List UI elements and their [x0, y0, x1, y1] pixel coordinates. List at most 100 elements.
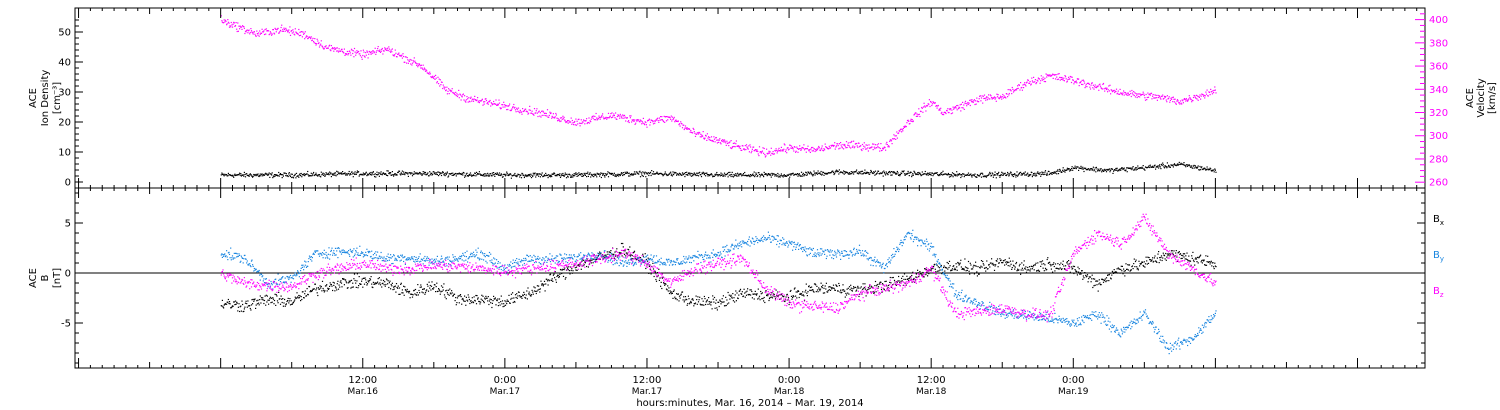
data-point-density-1331	[1008, 174, 1010, 176]
data-point-density-562	[553, 172, 555, 174]
data-point-bx-3	[222, 306, 224, 308]
data-point-velocity-1116	[881, 149, 883, 151]
data-point-bx-458	[491, 302, 493, 304]
data-point-density-1340	[1014, 173, 1016, 175]
data-point-velocity-345	[424, 70, 427, 72]
data-point-bx-1274	[975, 261, 977, 263]
data-point-density-116	[289, 174, 291, 177]
data-point-density-284	[388, 172, 390, 174]
data-point-velocity-1439	[1072, 79, 1074, 81]
data-point-density-1573	[1152, 165, 1154, 167]
data-point-velocity-593	[571, 119, 573, 122]
data-point-bx-968	[793, 288, 795, 290]
data-point-velocity-35	[241, 28, 243, 30]
data-point-velocity-1658	[1202, 94, 1204, 96]
data-point-velocity-312	[405, 56, 407, 58]
data-point-velocity-1420	[1061, 76, 1063, 79]
data-point-bx-656	[609, 251, 611, 253]
data-point-velocity-1252	[962, 101, 964, 103]
data-point-velocity-169	[320, 40, 322, 42]
data-point-bx-60	[256, 300, 258, 302]
data-point-velocity-1206	[934, 102, 936, 104]
data-point-velocity-1123	[885, 143, 887, 145]
data-point-density-1376	[1035, 173, 1037, 175]
data-point-velocity-257	[372, 50, 374, 52]
data-point-bx-1055	[845, 292, 847, 294]
data-point-bx-920	[765, 290, 767, 292]
data-point-density-1645	[1194, 165, 1196, 167]
data-point-velocity-93	[275, 31, 277, 33]
data-point-velocity-749	[664, 121, 666, 123]
data-point-bx-844	[720, 303, 722, 305]
data-point-velocity-966	[792, 148, 794, 150]
data-point-velocity-164	[317, 42, 319, 45]
data-point-density-1591	[1162, 164, 1164, 166]
data-point-bx-897	[751, 297, 753, 299]
data-point-bx-397	[455, 304, 457, 306]
data-point-density-117	[289, 175, 292, 178]
data-point-velocity-197	[337, 50, 339, 52]
data-point-density-470	[498, 172, 501, 174]
data-point-density-806	[697, 175, 700, 177]
data-point-density-1603	[1169, 166, 1171, 168]
data-point-density-1153	[903, 170, 905, 172]
data-point-velocity-1525	[1123, 94, 1125, 96]
data-point-velocity-1560	[1144, 97, 1146, 99]
data-point-velocity-618	[586, 122, 588, 125]
data-point-velocity-1102	[873, 143, 875, 145]
data-point-bx-1492	[1104, 280, 1106, 282]
data-point-velocity-527	[532, 113, 534, 115]
data-point-density-371	[440, 172, 442, 174]
data-point-bx-695	[632, 258, 634, 260]
data-point-bx-415	[466, 299, 468, 301]
data-point-velocity-1290	[984, 97, 986, 99]
data-point-bx-1252	[962, 267, 964, 270]
data-point-bx-578	[562, 275, 565, 277]
data-point-velocity-1641	[1192, 100, 1194, 102]
data-point-velocity-145	[306, 35, 308, 37]
data-point-velocity-64	[258, 35, 260, 37]
data-point-bx-784	[684, 296, 687, 298]
data-point-density-6	[224, 173, 226, 175]
data-point-bx-1151	[902, 275, 904, 277]
data-point-velocity-1145	[898, 130, 900, 132]
data-point-velocity-542	[541, 114, 543, 116]
data-point-density-1014	[821, 174, 823, 176]
data-point-density-1317	[1000, 173, 1002, 176]
data-point-bx-1069	[853, 287, 855, 289]
data-point-velocity-74	[264, 28, 266, 31]
data-point-bx-243	[364, 277, 366, 279]
data-point-velocity-1129	[889, 140, 891, 142]
data-point-velocity-486	[508, 105, 510, 107]
data-point-bx-976	[798, 296, 800, 299]
data-point-density-1678	[1214, 168, 1216, 170]
data-point-velocity-1201	[931, 103, 933, 105]
data-point-density-31	[239, 172, 241, 174]
data-point-velocity-633	[595, 112, 597, 115]
data-point-density-1241	[955, 174, 957, 176]
data-point-density-1375	[1034, 175, 1036, 177]
data-point-bx-692	[630, 254, 632, 256]
data-point-density-1091	[866, 171, 868, 173]
data-point-density-904	[755, 173, 758, 175]
data-point-velocity-1096	[869, 147, 871, 149]
data-point-bx-1291	[985, 270, 987, 272]
data-point-bx-1237	[953, 265, 955, 267]
data-point-density-1074	[856, 172, 858, 174]
data-point-velocity-1369	[1031, 77, 1033, 79]
data-point-velocity-869	[735, 143, 737, 145]
data-point-density-651	[606, 173, 608, 175]
data-point-bx-5	[223, 304, 225, 306]
data-point-bx-1445	[1076, 271, 1078, 273]
data-point-density-1373	[1033, 174, 1035, 176]
data-point-velocity-1112	[879, 150, 881, 152]
data-point-density-592	[571, 176, 573, 178]
data-point-density-226	[354, 171, 356, 173]
data-point-density-992	[808, 171, 810, 173]
data-point-bx-1310	[996, 260, 998, 262]
data-point-bx-1390	[1043, 270, 1045, 272]
data-point-velocity-219	[350, 54, 352, 56]
data-point-velocity-1294	[986, 99, 988, 101]
data-point-velocity-269	[379, 51, 382, 53]
data-point-density-598	[574, 173, 576, 175]
